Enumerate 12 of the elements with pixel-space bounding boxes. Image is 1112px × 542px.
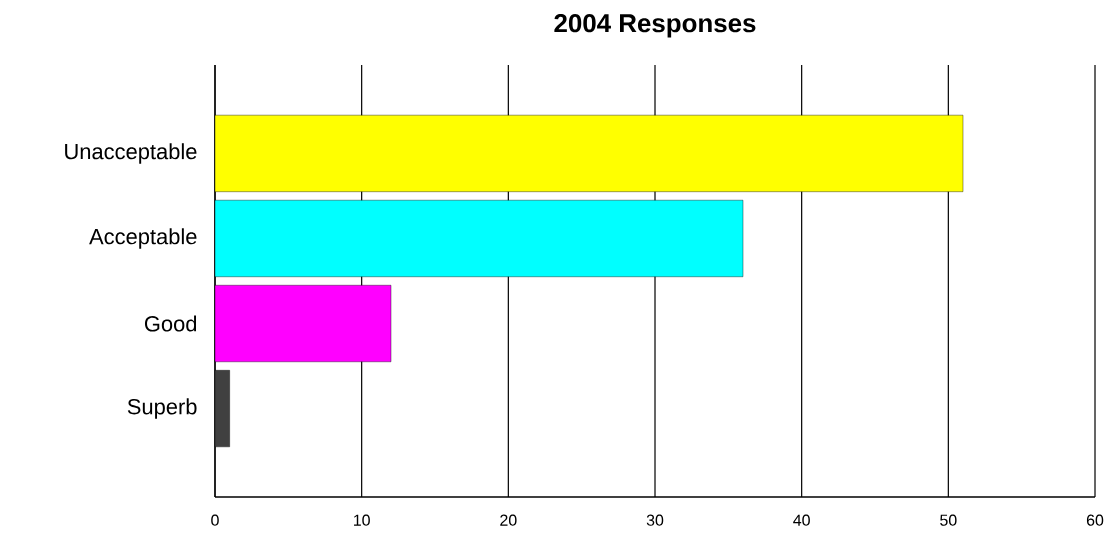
y-tick-label: Superb (127, 398, 197, 419)
chart-title: 2004 Responses (554, 14, 756, 38)
y-tick-label: Acceptable (89, 228, 197, 249)
y-tick-label: Unacceptable (65, 143, 197, 164)
x-tick-label: 30 (646, 514, 664, 526)
x-tick-label: 40 (793, 514, 810, 526)
x-tick-label: 10 (354, 514, 370, 526)
x-tick-label: 20 (500, 514, 517, 526)
x-tick-label: 0 (211, 514, 219, 526)
x-tick-label: 60 (1086, 514, 1104, 526)
x-tick-label: 50 (940, 514, 957, 526)
y-tick-label: Good (144, 315, 197, 332)
